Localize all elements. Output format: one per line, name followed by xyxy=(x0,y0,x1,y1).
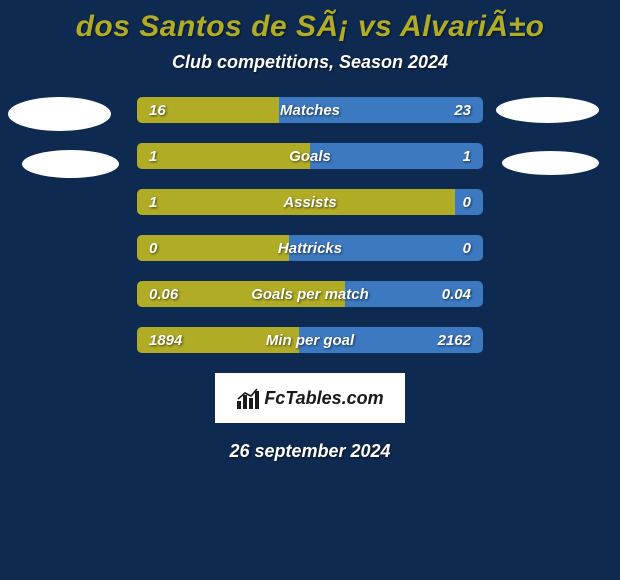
stat-labels: 0 Hattricks 0 xyxy=(137,235,483,261)
stat-right-value: 0.04 xyxy=(442,286,471,303)
player-photo-placeholder xyxy=(8,97,111,131)
stat-row: 0.06 Goals per match 0.04 xyxy=(137,281,483,307)
stat-labels: 1894 Min per goal 2162 xyxy=(137,327,483,353)
brand-text: FcTables.com xyxy=(264,388,383,409)
stat-labels: 0.06 Goals per match 0.04 xyxy=(137,281,483,307)
stat-label: Goals per match xyxy=(251,286,369,303)
stat-labels: 16 Matches 23 xyxy=(137,97,483,123)
comparison-title: dos Santos de SÃ¡ vs AlvariÃ±o xyxy=(0,0,620,52)
stat-label: Assists xyxy=(283,194,336,211)
stat-row: 16 Matches 23 xyxy=(137,97,483,123)
footer-date: 26 september 2024 xyxy=(0,423,620,462)
stats-area: 16 Matches 23 1 Goals 1 1 Assists 0 0 Hattricks 0 0.… xyxy=(0,97,620,353)
stat-right-value: 1 xyxy=(463,148,471,165)
stat-left-value: 16 xyxy=(149,102,166,119)
stat-row: 1 Assists 0 xyxy=(137,189,483,215)
stat-labels: 1 Goals 1 xyxy=(137,143,483,169)
stat-right-value: 0 xyxy=(463,194,471,211)
stat-row: 1 Goals 1 xyxy=(137,143,483,169)
brand-badge: FcTables.com xyxy=(215,373,405,423)
bars-icon xyxy=(236,387,260,409)
comparison-subtitle: Club competitions, Season 2024 xyxy=(0,52,620,97)
stat-row: 0 Hattricks 0 xyxy=(137,235,483,261)
stat-label: Hattricks xyxy=(278,240,342,257)
stat-left-value: 0 xyxy=(149,240,157,257)
stat-left-value: 1 xyxy=(149,194,157,211)
player-photo-placeholder xyxy=(502,151,599,175)
stat-label: Min per goal xyxy=(266,332,354,349)
stat-label: Matches xyxy=(280,102,340,119)
stat-rows: 16 Matches 23 1 Goals 1 1 Assists 0 0 Hattricks 0 0.… xyxy=(137,97,483,353)
stat-labels: 1 Assists 0 xyxy=(137,189,483,215)
stat-right-value: 2162 xyxy=(438,332,471,349)
stat-right-value: 23 xyxy=(454,102,471,119)
stat-row: 1894 Min per goal 2162 xyxy=(137,327,483,353)
stat-left-value: 1 xyxy=(149,148,157,165)
stat-label: Goals xyxy=(289,148,331,165)
stat-left-value: 0.06 xyxy=(149,286,178,303)
stat-left-value: 1894 xyxy=(149,332,182,349)
player-photo-placeholder xyxy=(22,150,119,178)
player-photo-placeholder xyxy=(496,97,599,123)
stat-right-value: 0 xyxy=(463,240,471,257)
